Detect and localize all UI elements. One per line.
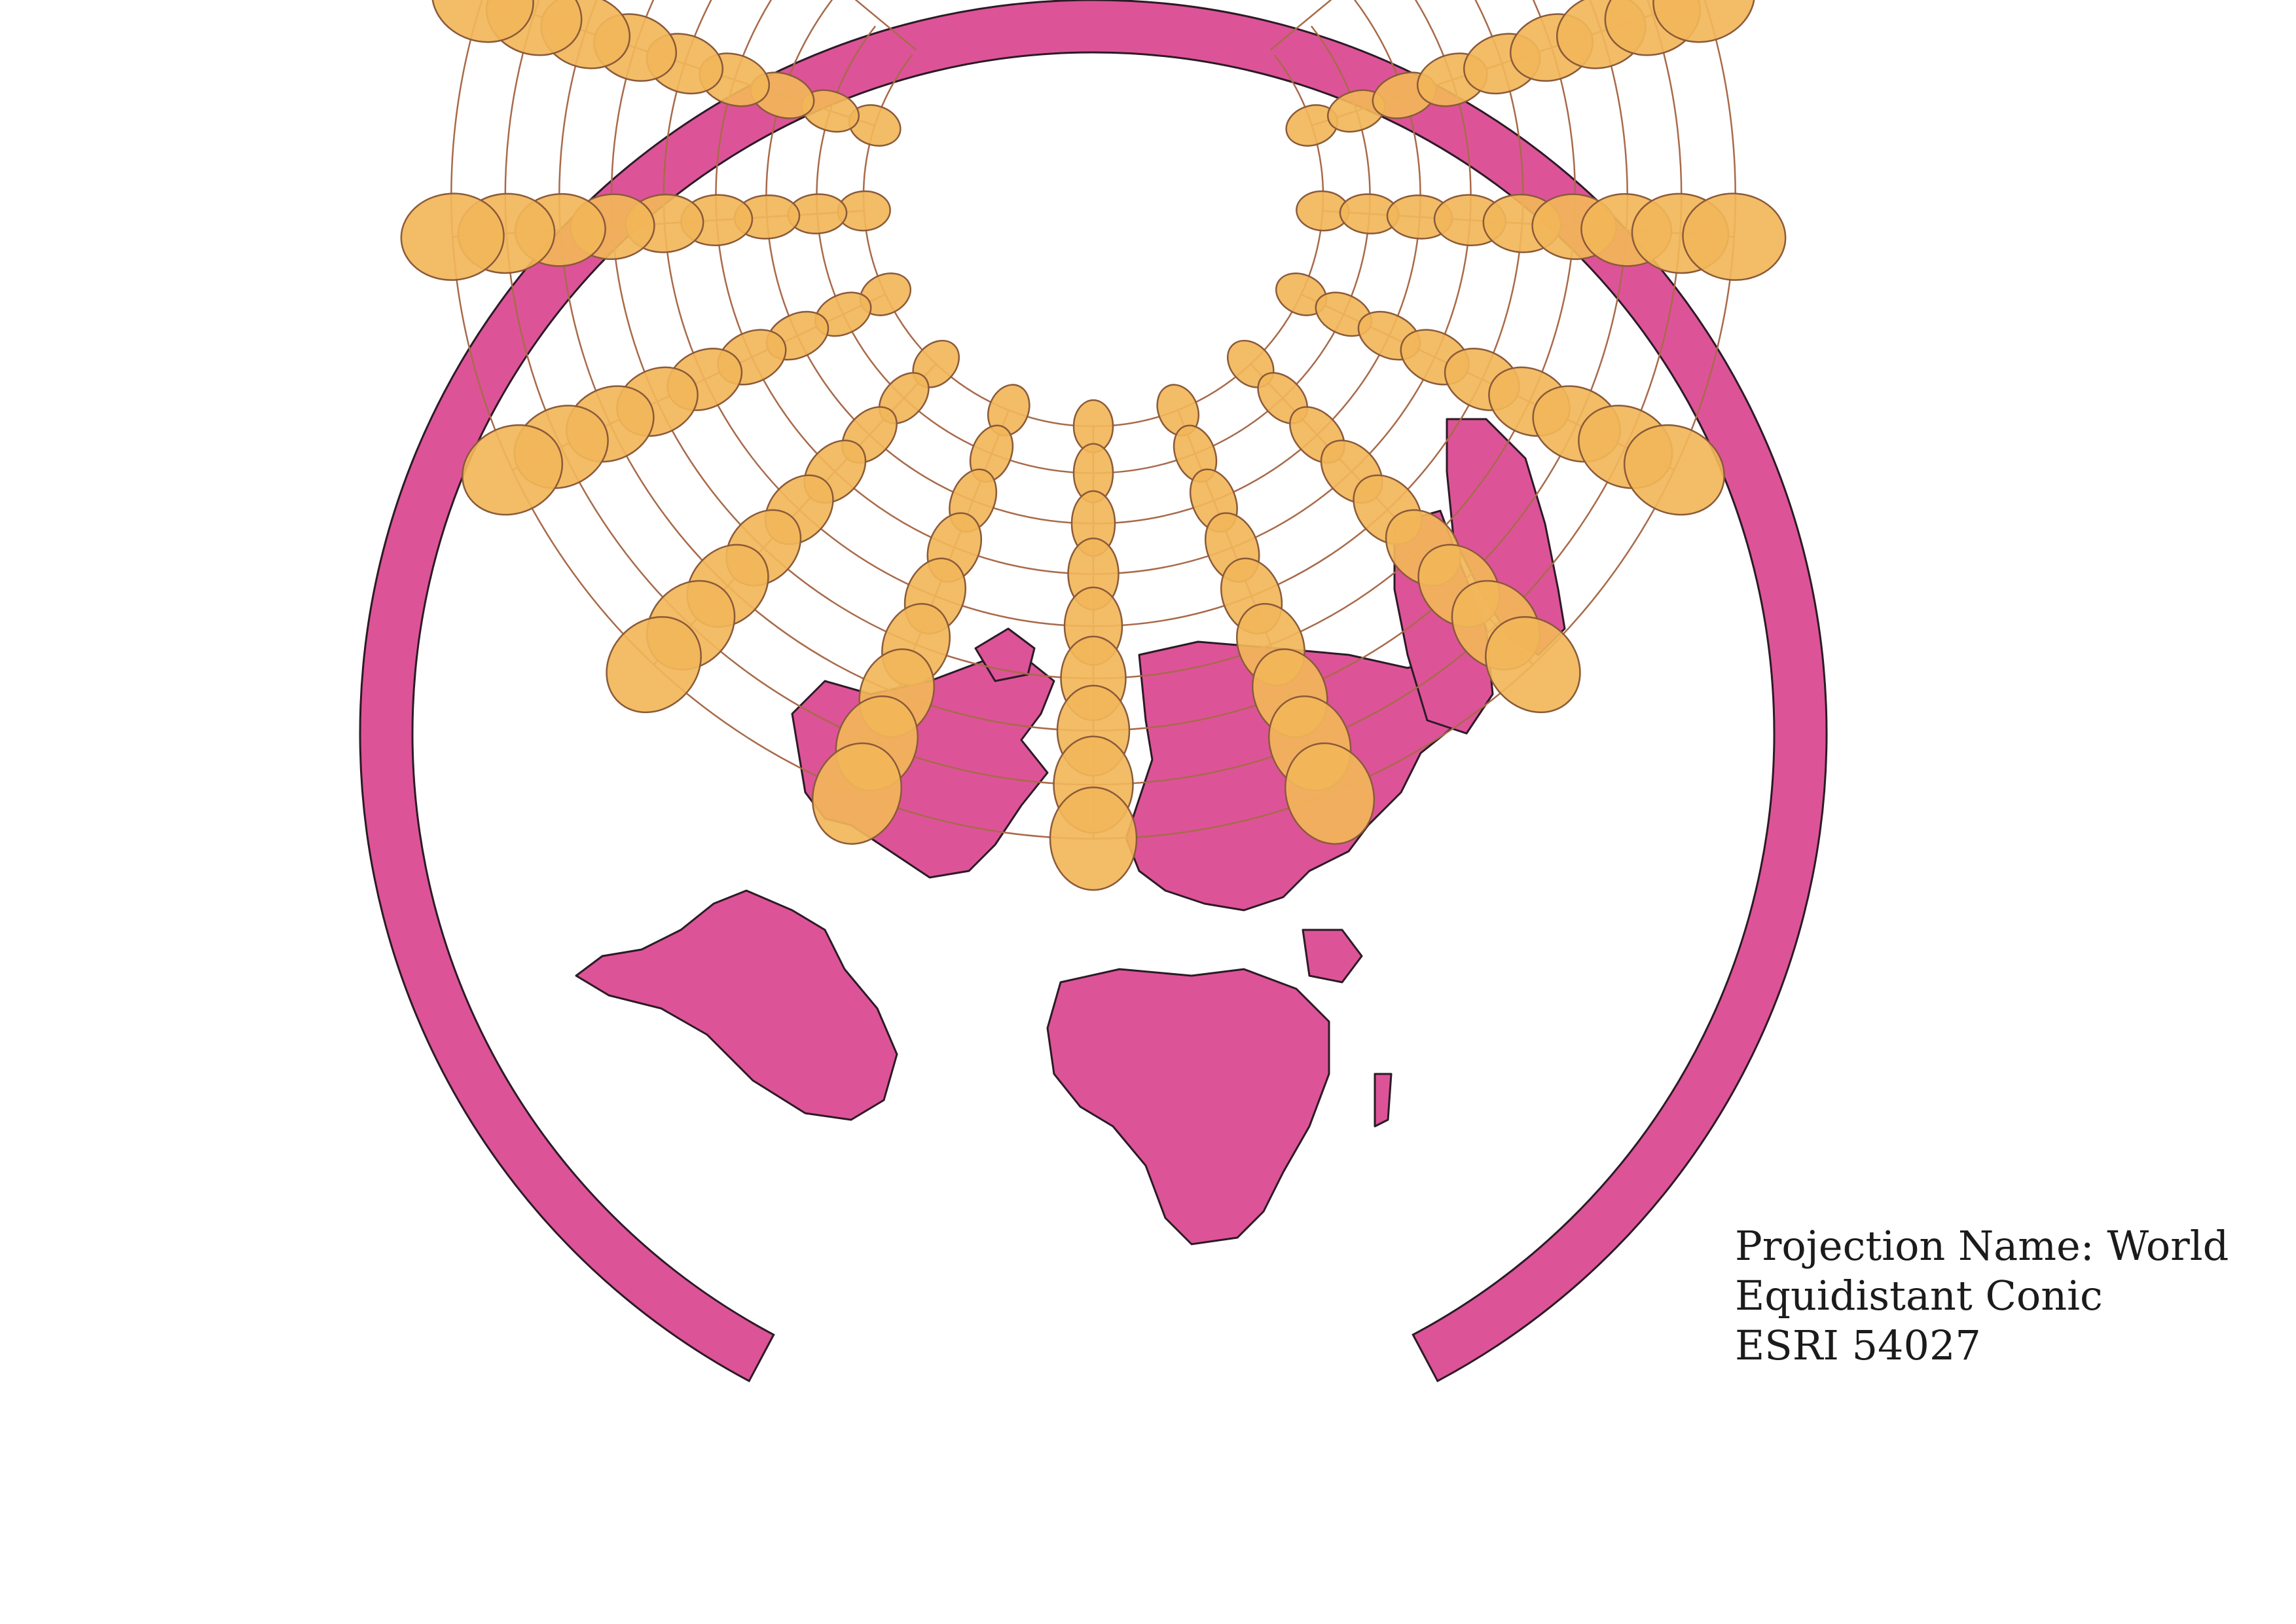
tissot-ellipse (1682, 193, 1787, 281)
meridian-line (1269, 0, 1332, 51)
south-america (575, 889, 898, 1121)
projection-type-line: Equidistant Conic (1735, 1272, 2103, 1320)
tissot-indicatrix (400, 0, 1787, 891)
projection-code-line: ESRI 54027 (1735, 1321, 1981, 1369)
projection-name-line: Projection Name: World (1735, 1222, 2229, 1270)
arabia (1302, 929, 1363, 984)
tissot-ellipse (606, 616, 702, 714)
tissot-ellipse (1284, 742, 1376, 845)
tissot-ellipse (811, 742, 903, 845)
tissot-ellipse (431, 0, 534, 43)
tissot-ellipse (1485, 616, 1581, 714)
madagascar (1374, 1073, 1393, 1128)
tissot-ellipse (462, 424, 564, 516)
africa (1046, 968, 1330, 1246)
meridian-line (854, 0, 917, 51)
tissot-ellipse (400, 193, 505, 281)
tissot-ellipse (1623, 424, 1725, 516)
tissot-ellipse (1049, 786, 1138, 891)
projection-caption: Projection Name: World Equidistant Conic… (1735, 1221, 2229, 1371)
tissot-ellipse (1652, 0, 1756, 43)
